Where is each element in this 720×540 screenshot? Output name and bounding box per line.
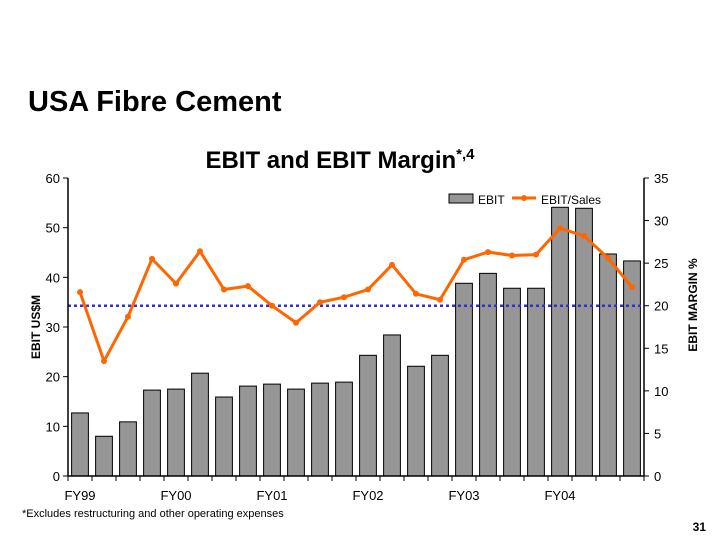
point-ebit-sales xyxy=(437,296,443,303)
point-ebit-sales xyxy=(221,286,227,293)
point-ebit-sales xyxy=(173,280,179,287)
x-tick-label: FY99 xyxy=(64,488,95,503)
point-ebit-sales xyxy=(245,283,251,290)
point-ebit-sales xyxy=(485,249,491,256)
bar-ebit xyxy=(407,365,425,477)
right-tick-label: 20 xyxy=(654,299,668,314)
point-ebit-sales xyxy=(77,289,83,296)
point-ebit-sales xyxy=(365,286,371,293)
legend-marker-ebit-sales xyxy=(521,195,527,201)
bar-ebit xyxy=(551,206,569,477)
legend-label-ebit-sales: EBIT/Sales xyxy=(541,193,601,207)
bar-ebit xyxy=(527,287,545,477)
line-ebit-sales xyxy=(78,226,634,365)
point-ebit-sales xyxy=(389,261,395,268)
bar-ebit xyxy=(191,372,209,477)
right-tick-label: 25 xyxy=(654,256,668,271)
chart-title: EBIT and EBIT Margin*,4 xyxy=(205,146,475,174)
slide-title: USA Fibre Cement xyxy=(28,86,282,118)
left-tick-label: 60 xyxy=(46,171,60,186)
right-tick-label: 0 xyxy=(654,469,661,484)
right-tick-label: 5 xyxy=(654,426,661,441)
bar-ebit xyxy=(311,382,329,477)
right-tick-label: 35 xyxy=(654,171,668,186)
bar-ebit xyxy=(119,421,137,477)
x-tick-label: FY04 xyxy=(544,488,575,503)
legend-swatch-ebit xyxy=(448,193,474,204)
point-ebit-sales xyxy=(125,313,131,320)
bar-ebit xyxy=(71,412,89,477)
point-ebit-sales xyxy=(197,248,203,255)
bar-ebit xyxy=(599,253,617,477)
left-tick-label: 40 xyxy=(46,270,60,285)
right-tick-label: 15 xyxy=(654,341,668,356)
point-ebit-sales xyxy=(317,299,323,306)
chart-title-superscript: *,4 xyxy=(456,146,475,163)
point-ebit-sales xyxy=(605,255,611,262)
point-ebit-sales xyxy=(509,252,515,259)
x-tick-label: FY03 xyxy=(448,488,479,503)
bar-ebit xyxy=(215,396,233,477)
bar-ebit xyxy=(359,354,377,477)
bar-ebit xyxy=(335,381,353,477)
bar-ebit xyxy=(479,272,497,477)
y-axis-label: EBIT US$M xyxy=(29,295,43,359)
bar-ebit xyxy=(431,354,449,477)
left-tick-label: 50 xyxy=(46,221,60,236)
bar-ebit xyxy=(239,385,257,477)
legend-label-ebit: EBIT xyxy=(478,193,505,207)
point-ebit-sales xyxy=(629,283,635,290)
bar-ebit xyxy=(503,287,521,477)
left-tick-label: 30 xyxy=(46,320,60,335)
point-ebit-sales xyxy=(341,294,347,301)
right-tick-label: 30 xyxy=(654,214,668,229)
point-ebit-sales xyxy=(581,232,587,239)
bar-ebit xyxy=(455,282,473,477)
left-tick-label: 0 xyxy=(53,469,60,484)
left-tick-label: 10 xyxy=(46,419,60,434)
footnote: *Excludes restructuring and other operat… xyxy=(22,508,284,520)
point-ebit-sales xyxy=(461,256,467,263)
point-ebit-sales xyxy=(413,290,419,297)
bar-ebit xyxy=(575,207,593,477)
point-ebit-sales xyxy=(101,358,107,365)
left-tick-label: 20 xyxy=(46,370,60,385)
y2-axis-label: EBIT MARGIN % xyxy=(686,258,700,352)
right-tick-label: 10 xyxy=(654,384,668,399)
page-number: 31 xyxy=(692,520,706,534)
bar-ebit xyxy=(263,383,281,477)
point-ebit-sales xyxy=(149,255,155,262)
point-ebit-sales xyxy=(557,225,563,232)
x-tick-label: FY01 xyxy=(256,488,287,503)
point-ebit-sales xyxy=(269,302,275,309)
x-tick-label: FY02 xyxy=(352,488,383,503)
bar-ebit xyxy=(95,435,113,477)
bar-ebit xyxy=(287,388,305,477)
point-ebit-sales xyxy=(533,251,539,258)
bar-ebit xyxy=(143,389,161,477)
bar-ebit xyxy=(167,388,185,477)
bar-ebit xyxy=(383,334,401,477)
point-ebit-sales xyxy=(293,319,299,326)
bar-ebit xyxy=(623,260,641,477)
x-tick-label: FY00 xyxy=(160,488,191,503)
